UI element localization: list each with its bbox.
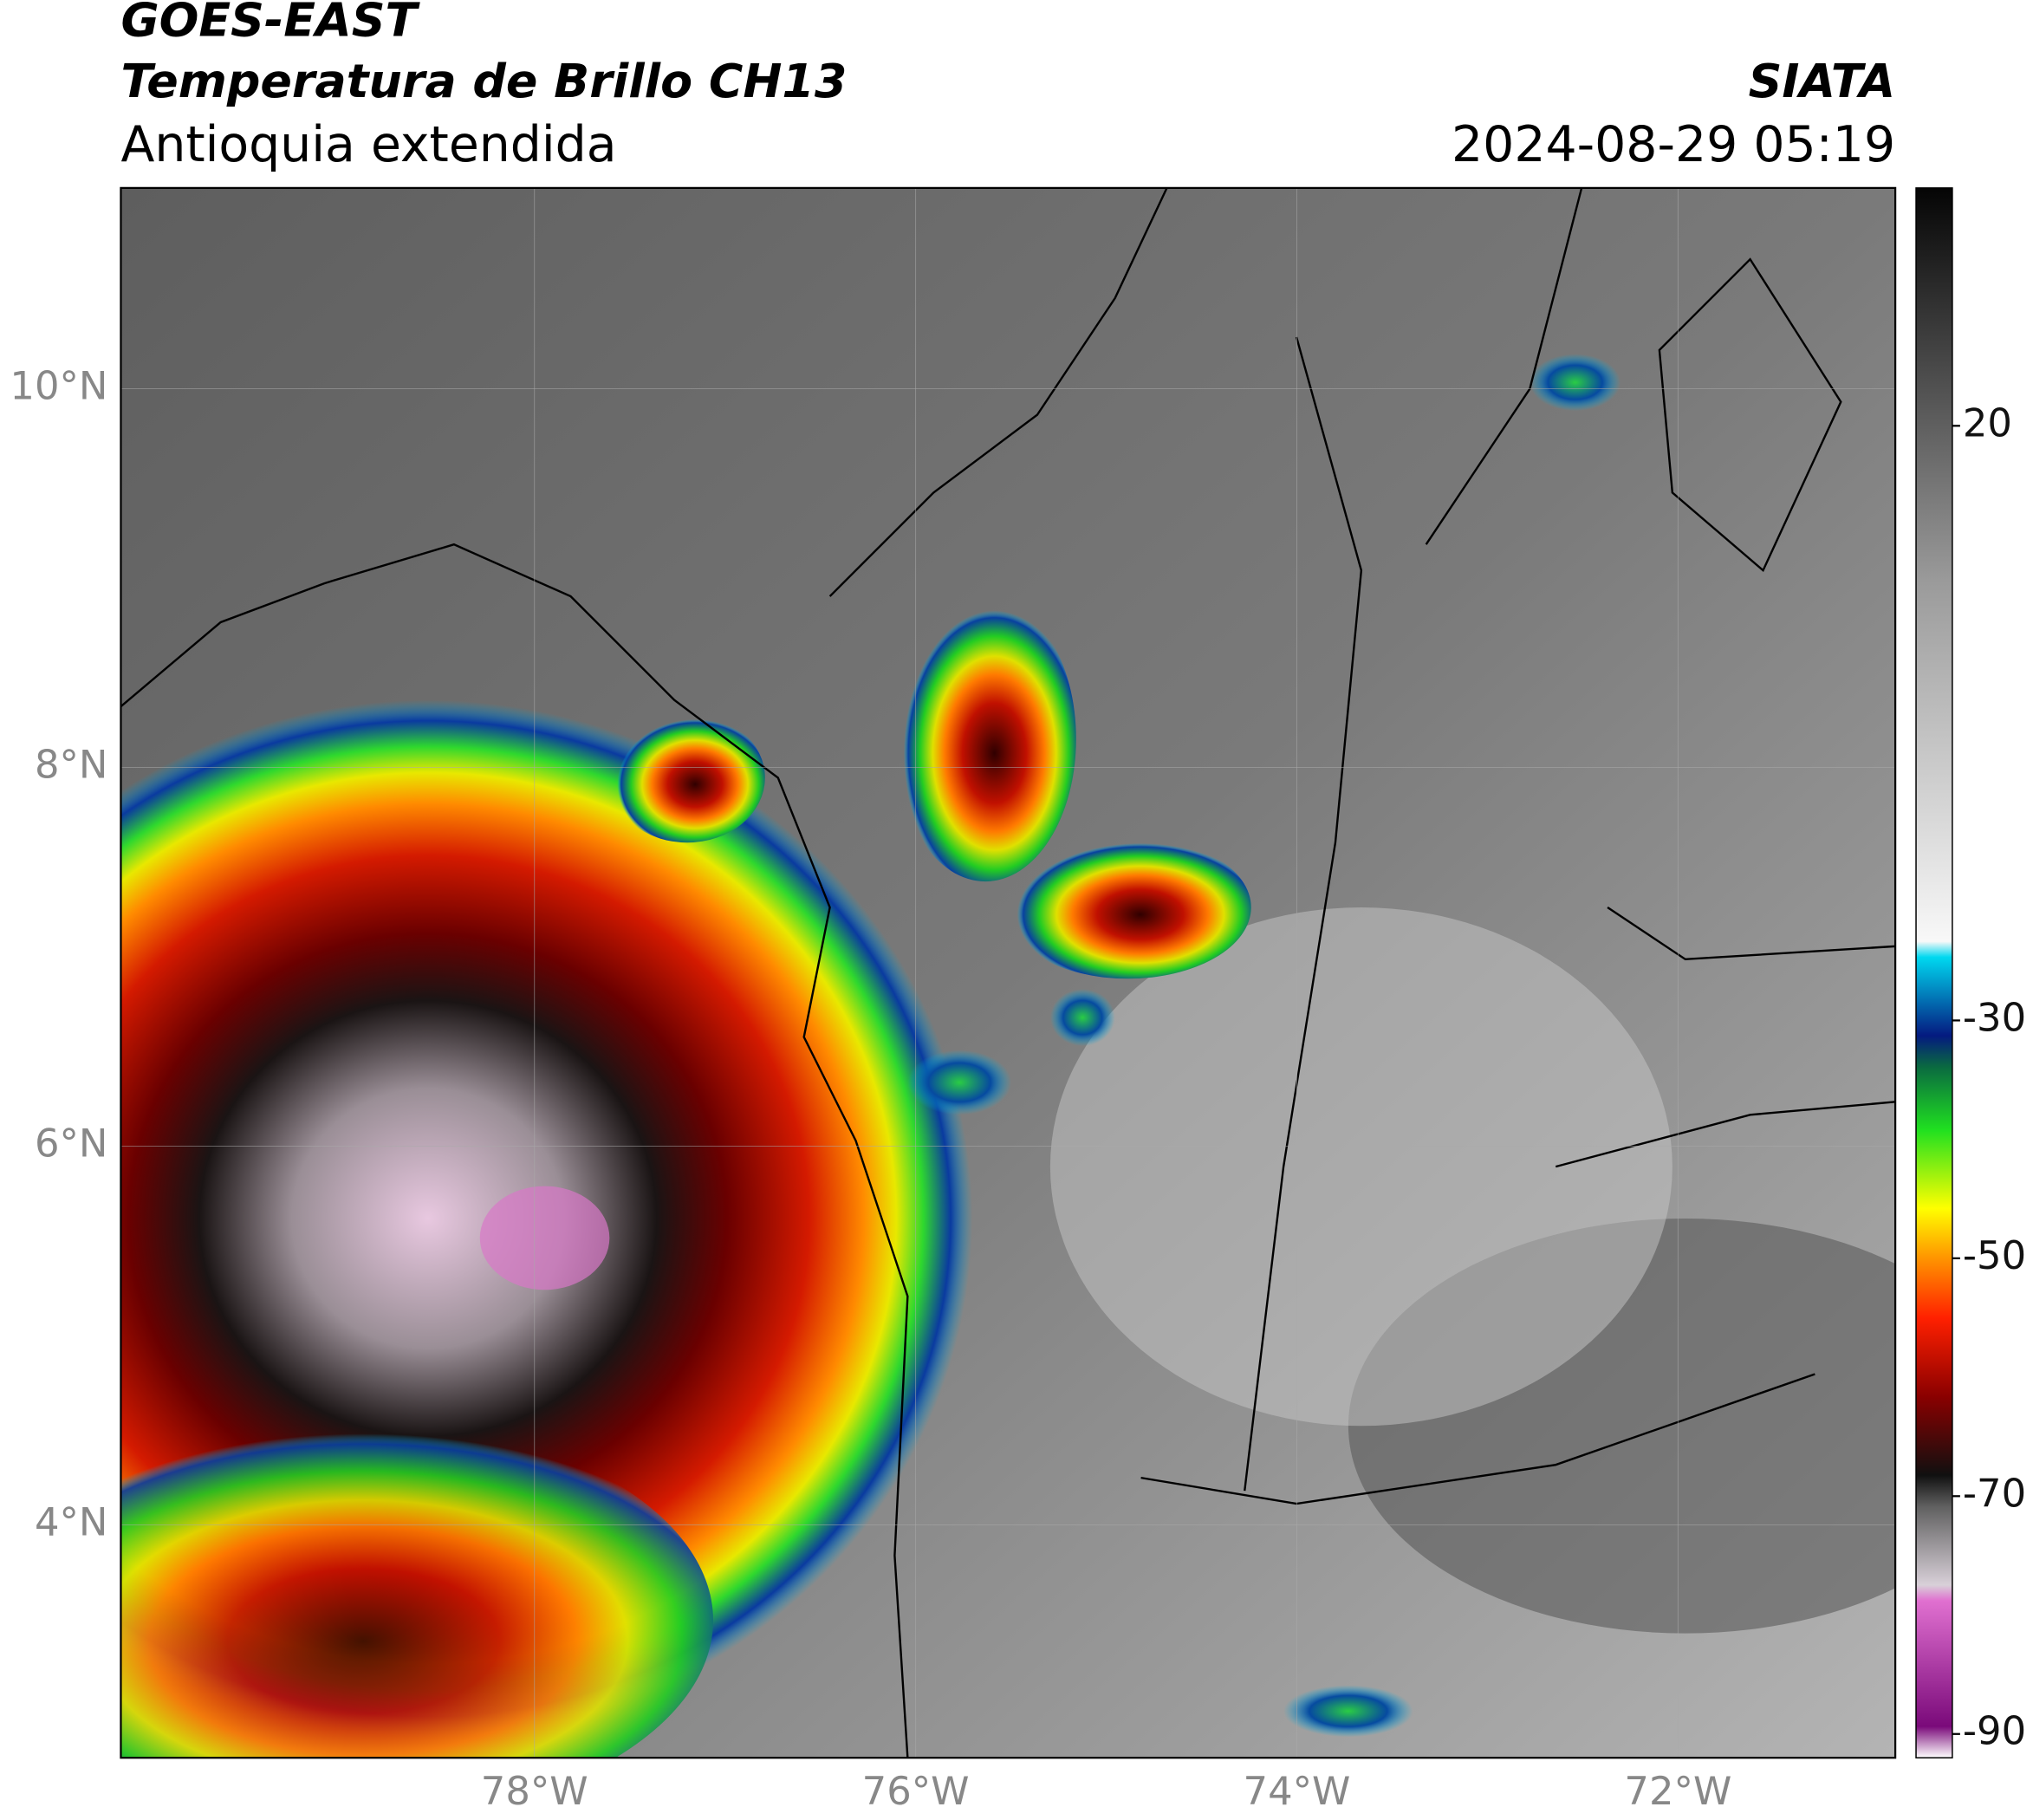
colorbar-tick-label: -70 [1963,1470,2026,1516]
lon-tick-label: 74°W [1244,1768,1351,1814]
map-image [120,187,1896,1758]
title: GOES-EAST [120,0,420,48]
colorbar-tick-label: -50 [1963,1232,2026,1278]
lat-tick-label: 4°N [35,1498,108,1544]
lon-tick-label: 76°W [862,1768,970,1814]
colorbar [1915,187,1953,1758]
lat-tick-label: 6°N [35,1120,108,1166]
lat-tick-label: 10°N [10,362,107,408]
subtitle: Antioquia extendida [120,116,616,173]
title: Temperatura de Brillo CH13 [120,54,847,108]
lon-tick-label: 72°W [1624,1768,1731,1814]
colorbar-tick-label: -30 [1963,994,2026,1040]
colorbar-tick-label: -90 [1963,1708,2026,1754]
datetime: 2024-08-29 05:19 [1452,116,1895,173]
lat-tick-label: 8°N [35,741,108,787]
graticule [120,187,1896,1758]
map-frame [120,186,1897,1759]
source: SIATA [1749,54,1896,108]
colorbar-tick-label: 20 [1963,400,2012,445]
lon-tick-label: 78°W [481,1768,588,1814]
